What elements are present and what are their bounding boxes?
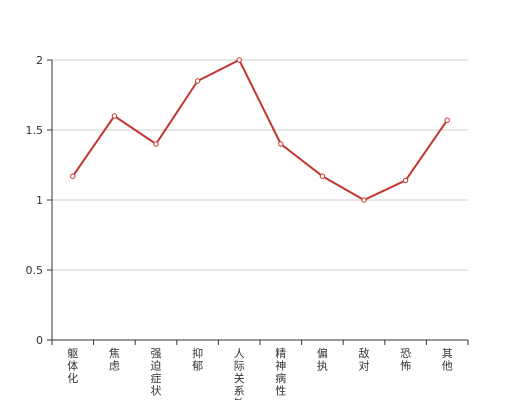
- x-tick-labels: 躯体化 焦虑 强迫症状 抑郁 人际关系敏感 精神病性 偏执 敌对 恐怖 其他: [67, 346, 453, 404]
- series: [70, 57, 450, 203]
- data-point: [361, 197, 367, 203]
- grid-lines: [52, 59, 468, 271]
- data-point: [278, 141, 284, 147]
- axes: [47, 59, 469, 345]
- y-tick-label: 1: [36, 194, 43, 207]
- data-point: [153, 141, 159, 147]
- x-tick-label: 焦虑: [109, 347, 120, 373]
- y-tick-labels: 0 0.5 1 1.5 2: [26, 54, 44, 347]
- x-tick-label: 强迫症状: [151, 347, 162, 398]
- x-tick-label: 抑郁: [192, 346, 203, 373]
- x-tick-label: 恐怖: [400, 347, 411, 373]
- series-line: [71, 59, 449, 201]
- data-point: [402, 177, 409, 184]
- x-tick-label: 其他: [442, 347, 453, 373]
- y-tick-label: 0.5: [26, 264, 44, 277]
- y-tick-label: 1.5: [26, 124, 44, 137]
- data-point: [236, 57, 242, 63]
- data-point: [444, 117, 450, 123]
- x-tick-label: 精神病性: [275, 347, 286, 398]
- data-point: [70, 173, 76, 179]
- x-tick-label: 人际关系敏感: [234, 347, 245, 400]
- data-point: [319, 173, 326, 179]
- x-tick-label: 敌对: [359, 346, 370, 373]
- data-point: [194, 78, 201, 84]
- x-tick-label: 偏执: [317, 346, 328, 373]
- data-point: [111, 113, 118, 119]
- y-tick-label: 2: [36, 54, 43, 67]
- y-tick-label: 0: [36, 334, 43, 347]
- x-tick-label: 躯体化: [67, 347, 78, 385]
